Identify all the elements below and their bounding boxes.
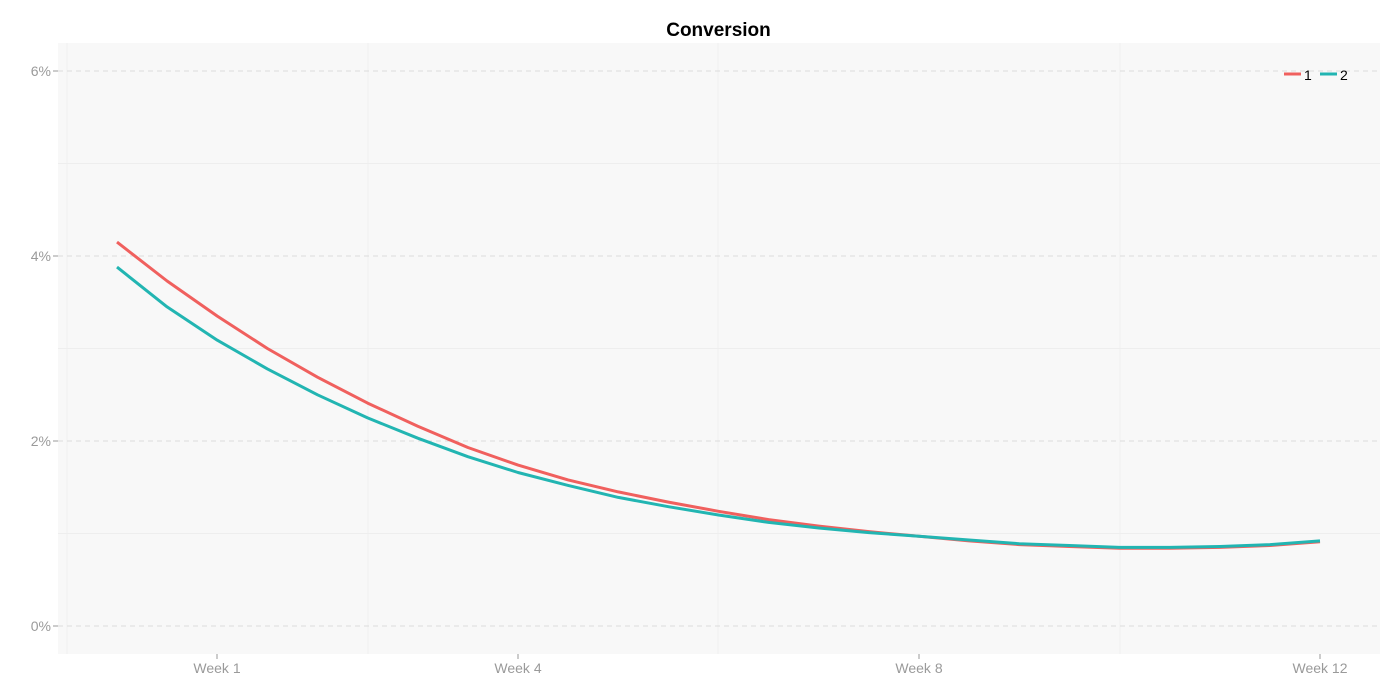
series-line-2 — [116, 265, 1321, 549]
chart-title: Conversion — [666, 20, 771, 41]
legend-label-2: 2 — [1340, 67, 1348, 83]
y-tick-label: 0% — [31, 618, 51, 634]
x-tick-label: Week 8 — [895, 660, 942, 676]
y-tick-label: 6% — [31, 63, 51, 79]
legend-label-1: 1 — [1304, 67, 1312, 83]
x-tick-label: Week 12 — [1293, 660, 1348, 676]
y-tick-label: 2% — [31, 433, 51, 449]
y-tick-label: 4% — [31, 248, 51, 264]
x-tick-label: Week 1 — [193, 660, 240, 676]
x-tick-label: Week 4 — [494, 660, 541, 676]
